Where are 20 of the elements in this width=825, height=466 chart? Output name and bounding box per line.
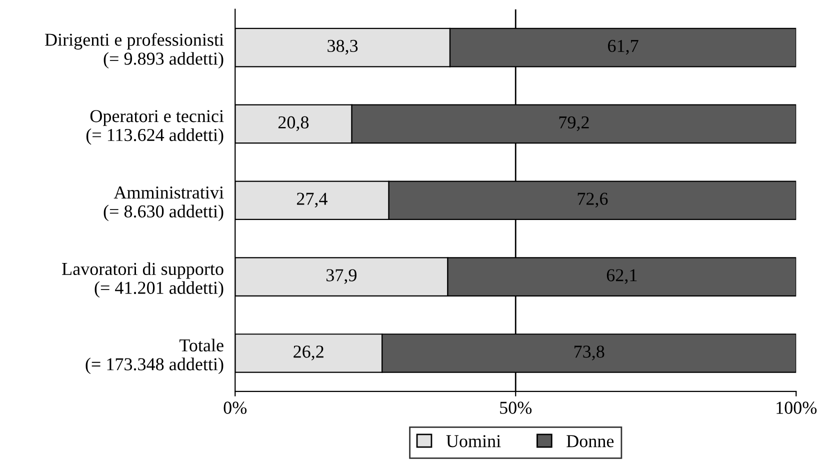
y-tick-label: Dirigenti e professionisti (= 9.893 addetti) xyxy=(45,32,224,68)
data-label: 27,4 xyxy=(296,192,328,208)
data-label: 37,9 xyxy=(326,269,356,284)
x-tick-label: 50% xyxy=(500,402,532,414)
x-tick-label: 0% xyxy=(224,402,247,414)
data-label: 61,7 xyxy=(608,40,638,55)
data-label: 38,3 xyxy=(328,40,358,55)
data-label: 73,8 xyxy=(574,346,604,360)
data-label: 79,2 xyxy=(559,116,589,132)
y-tick-label: Lavoratori di supporto (= 41.201 addetti) xyxy=(62,262,224,298)
y-tick-label: Amministrativi (= 8.630 addetti) xyxy=(104,186,224,222)
data-label: 20,8 xyxy=(278,116,309,132)
legend-label: Uomini xyxy=(446,435,501,448)
data-label: 26,2 xyxy=(294,346,324,360)
legend-label: Donne xyxy=(566,435,614,448)
y-tick-label: Operatori e tecnici (= 113.624 addetti) xyxy=(86,110,224,145)
data-label: 72,6 xyxy=(578,192,608,208)
x-tick-label: 100% xyxy=(776,402,817,414)
y-tick-label: Totale (= 173.348 addetti) xyxy=(86,338,224,374)
data-label: 62,1 xyxy=(606,269,637,284)
